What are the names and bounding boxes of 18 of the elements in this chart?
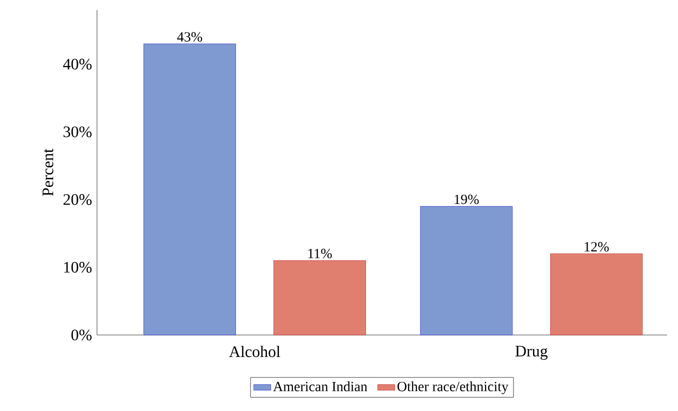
- y-tick-label: 0%: [71, 330, 92, 340]
- legend-label: American Indian: [273, 381, 368, 392]
- bar: [144, 44, 236, 336]
- data-label: 12%: [584, 242, 609, 252]
- x-tick-label: Drug: [515, 346, 548, 360]
- y-tick-label: 40%: [63, 58, 92, 70]
- y-axis-title: Percent: [42, 148, 54, 196]
- bar: [550, 254, 643, 336]
- y-tick-label: 30%: [64, 126, 92, 138]
- bar: [420, 206, 513, 336]
- y-tick-label: 10%: [64, 262, 92, 273]
- data-label: 19%: [454, 194, 479, 204]
- data-label: 43%: [177, 32, 202, 42]
- bar: [274, 260, 366, 336]
- x-tick-label: Alcohol: [229, 346, 280, 358]
- y-tick-label: 20%: [64, 194, 92, 205]
- legend-label: Other race/ethnicity: [398, 381, 508, 394]
- data-label: 11%: [308, 248, 332, 258]
